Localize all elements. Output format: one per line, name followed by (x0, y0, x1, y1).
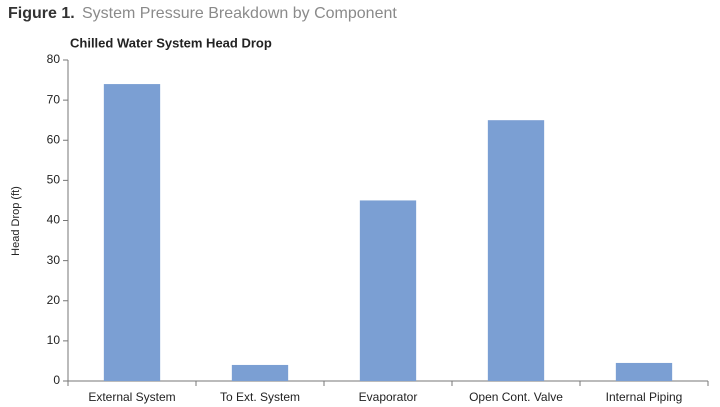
y-tick-label: 60 (47, 132, 61, 146)
figure-caption: System Pressure Breakdown by Component (82, 5, 397, 22)
bar (231, 364, 289, 381)
chart-title: Chilled Water System Head Drop (70, 35, 272, 50)
bar (103, 84, 161, 381)
bar (359, 200, 417, 381)
y-tick-label: 80 (47, 52, 61, 66)
y-tick-label: 50 (47, 173, 61, 187)
x-tick-label: To Ext. System (220, 390, 300, 404)
x-tick-label: External System (88, 390, 175, 404)
y-tick-label: 40 (47, 213, 61, 227)
y-tick-label: 0 (53, 373, 60, 387)
y-tick-label: 70 (47, 92, 61, 106)
x-tick-label: Internal Piping (606, 390, 683, 404)
y-axis-label: Head Drop (ft) (10, 186, 22, 256)
x-tick-label: Open Cont. Valve (469, 390, 563, 404)
bar (487, 120, 545, 381)
bar (615, 362, 673, 381)
y-tick-label: 30 (47, 253, 61, 267)
y-tick-label: 20 (47, 293, 61, 307)
figure-label: Figure 1. (8, 5, 75, 22)
y-tick-label: 10 (47, 333, 61, 347)
x-tick-label: Evaporator (359, 390, 418, 404)
